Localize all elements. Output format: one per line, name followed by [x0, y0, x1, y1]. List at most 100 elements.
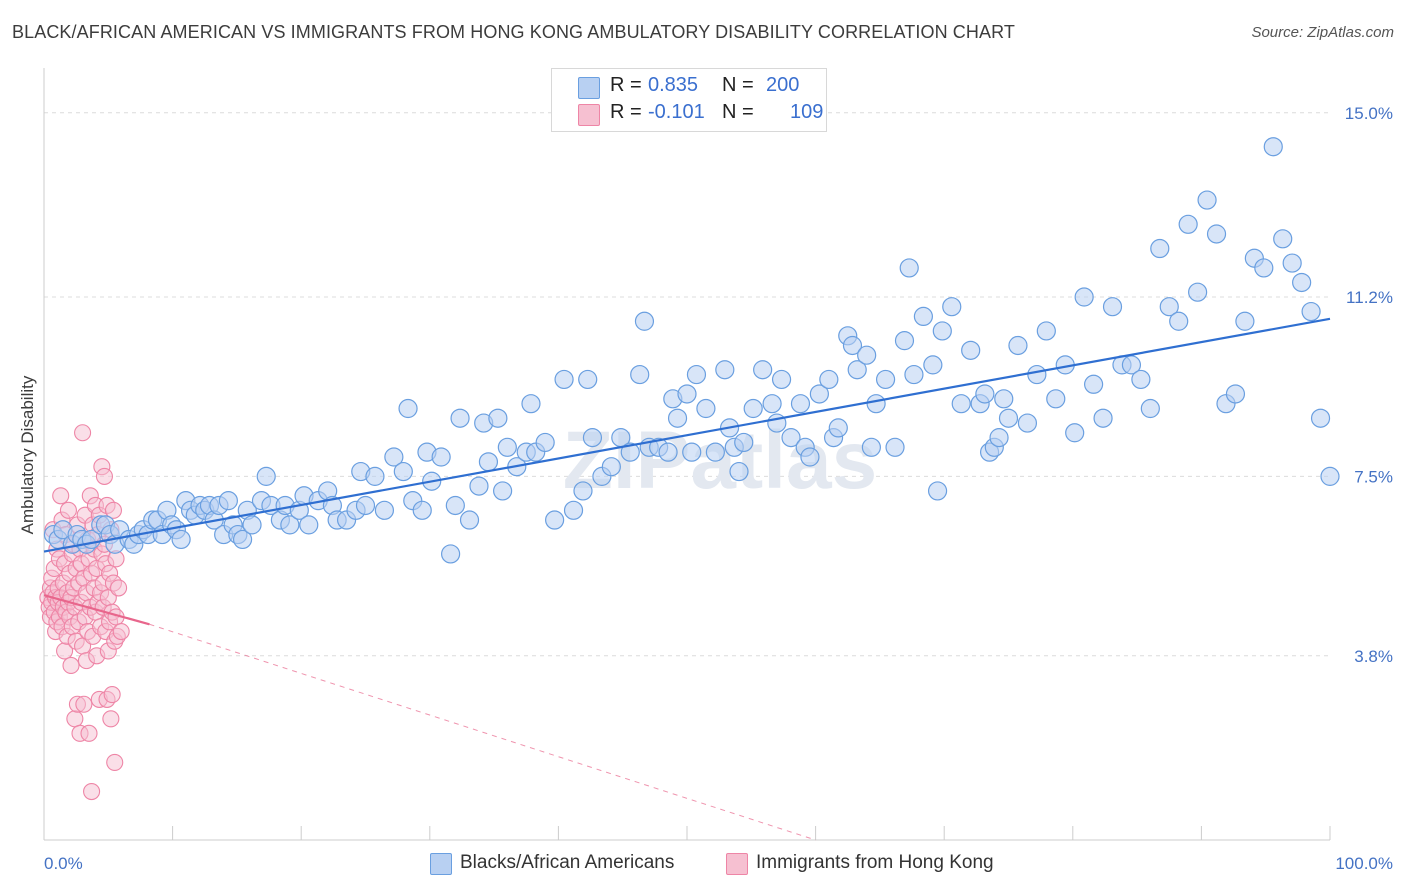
- black-point: [743, 398, 763, 419]
- y-tick-label: 3.8%: [1354, 647, 1393, 666]
- black-point: [441, 544, 461, 564]
- hong-kong-point: [112, 622, 130, 641]
- black-point: [620, 442, 640, 462]
- hong-kong-point: [106, 753, 124, 771]
- black-point: [393, 461, 413, 482]
- black-point: [1036, 321, 1056, 341]
- black-point: [682, 442, 702, 462]
- y-tick-label: 15.0%: [1345, 104, 1393, 123]
- hong-kong-points: [39, 424, 130, 801]
- black-point: [913, 306, 933, 327]
- black-point: [1254, 258, 1274, 278]
- black-point: [857, 345, 877, 365]
- black-point: [842, 335, 863, 356]
- r-value: 0.835: [648, 74, 699, 96]
- black-point: [1301, 301, 1321, 322]
- black-point: [819, 369, 839, 390]
- black-point: [861, 437, 881, 457]
- chart-title: BLACK/AFRICAN AMERICAN VS IMMIGRANTS FRO…: [12, 22, 1015, 42]
- black-point: [847, 360, 867, 380]
- black-point: [975, 384, 995, 404]
- black-point: [171, 529, 191, 550]
- r-label: R =: [610, 74, 642, 96]
- hong-kong-point: [75, 695, 93, 713]
- black-point: [634, 311, 655, 331]
- black-point: [1027, 364, 1047, 385]
- hong-kong-point: [103, 686, 121, 704]
- pink-swatch: [726, 853, 748, 875]
- black-point: [469, 476, 489, 496]
- black-point: [942, 297, 962, 317]
- black-point: [218, 491, 238, 511]
- black-point: [951, 394, 971, 414]
- legend-label: Blacks/African Americans: [460, 852, 675, 873]
- hong-kong-point: [52, 487, 70, 505]
- n-label: N =: [722, 74, 754, 96]
- black-point: [1292, 272, 1312, 293]
- black-point: [989, 428, 1009, 448]
- black-point: [554, 369, 574, 390]
- black-point: [478, 452, 499, 472]
- black-point: [601, 457, 621, 477]
- black-point: [658, 442, 678, 462]
- black-point: [828, 418, 848, 438]
- black-point: [1188, 282, 1208, 302]
- x-tick-label: 100.0%: [1335, 854, 1393, 873]
- black-point: [280, 515, 300, 535]
- black-point: [923, 355, 943, 375]
- series-legend: Blacks/African Americans Immigrants from…: [0, 852, 1406, 878]
- legend-label: Immigrants from Hong Kong: [756, 852, 994, 873]
- hong-kong-point: [95, 467, 113, 485]
- black-point: [1159, 297, 1179, 317]
- black-point: [762, 394, 782, 414]
- black-point: [781, 428, 801, 448]
- black-point: [753, 360, 773, 380]
- black-point: [715, 360, 735, 380]
- black-point: [573, 481, 593, 501]
- blue-swatch: [430, 853, 452, 875]
- black-point: [1084, 374, 1104, 394]
- black-point: [994, 389, 1014, 409]
- black-point: [1169, 311, 1189, 331]
- black-point: [894, 331, 915, 351]
- black-point: [667, 408, 688, 428]
- black-point: [355, 495, 376, 516]
- black-point: [242, 515, 262, 535]
- black-point: [1150, 238, 1170, 259]
- axes: [43, 68, 1331, 841]
- y-axis-label: Ambulatory Disability: [18, 375, 37, 534]
- black-point: [1235, 311, 1255, 331]
- black-point: [1093, 408, 1113, 428]
- hong-kong-point: [66, 710, 84, 728]
- black-point: [1178, 214, 1198, 234]
- black-point: [578, 369, 598, 390]
- black-point: [256, 466, 276, 486]
- black-point: [431, 447, 451, 467]
- black-point: [493, 481, 513, 501]
- black-point: [1282, 253, 1302, 273]
- black-point: [563, 500, 584, 520]
- black-point: [1074, 287, 1094, 307]
- black-point: [497, 437, 517, 457]
- y-tick-label: 11.2%: [1346, 288, 1393, 307]
- black-point: [932, 321, 952, 341]
- black-point: [904, 364, 924, 385]
- hong-kong-point: [59, 501, 77, 519]
- x-tick-label: 0.0%: [44, 854, 83, 873]
- hong-kong-point: [80, 724, 98, 742]
- black-point: [1206, 224, 1227, 244]
- black-point: [875, 369, 896, 390]
- black-point: [866, 394, 886, 414]
- black-point: [1121, 355, 1142, 375]
- black-point: [521, 394, 541, 414]
- black-point: [582, 428, 603, 448]
- black-point: [1046, 389, 1066, 409]
- hong-kong-point: [102, 710, 120, 728]
- black-point: [686, 364, 707, 385]
- black-point: [535, 432, 555, 453]
- black-point: [1008, 335, 1028, 356]
- black-point: [961, 340, 981, 360]
- black-point: [630, 364, 650, 385]
- black-point: [1225, 384, 1246, 404]
- black-point: [1102, 297, 1123, 317]
